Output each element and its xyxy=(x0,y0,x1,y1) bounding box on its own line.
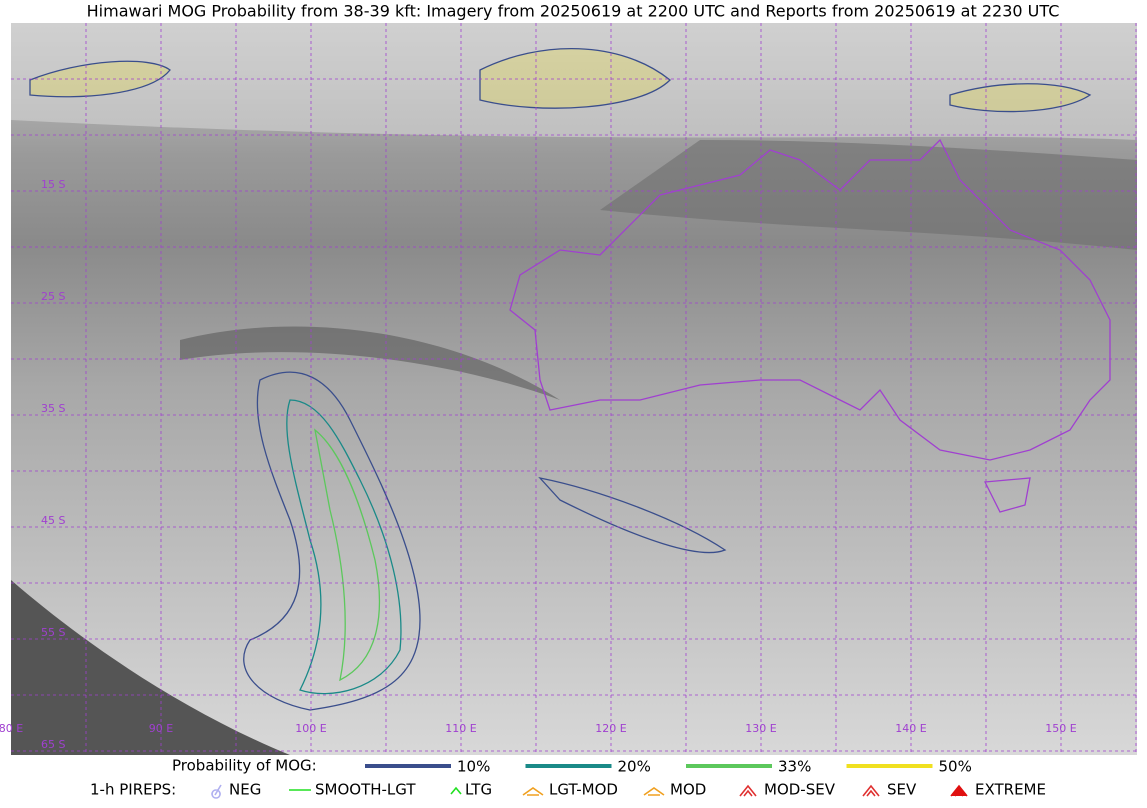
latitude-label: 15 S xyxy=(41,178,65,191)
longitude-label: 150 E xyxy=(1045,722,1076,735)
latitude-label: 65 S xyxy=(41,738,65,751)
title: Himawari MOG Probability from 38-39 kft:… xyxy=(87,2,1060,21)
legend-title: Probability of MOG: xyxy=(172,757,317,775)
tasmania-coast xyxy=(983,477,1031,513)
legend-label: SMOOTH-LGT xyxy=(315,781,416,799)
legend-label: 50% xyxy=(939,758,972,776)
longitude-label: 90 E xyxy=(149,722,173,735)
legend-label: LTG xyxy=(465,781,492,799)
graticule: 15 S 25 S 35 S 45 S 55 S 65 S 80 E 90 E 100 E 110… xyxy=(0,23,1137,755)
legend-icon xyxy=(522,787,544,796)
satellite-imagery xyxy=(11,23,1137,755)
longitude-label: 130 E xyxy=(745,722,776,735)
longitude-label: 80 E xyxy=(0,722,23,735)
longitude-label: 110 E xyxy=(445,722,476,735)
longitude-label: 100 E xyxy=(295,722,326,735)
latitude-label: 25 S xyxy=(41,290,65,303)
latitude-label: 35 S xyxy=(41,402,65,415)
contour-33 xyxy=(314,428,381,682)
legend-label: 33% xyxy=(778,758,811,776)
legend-label: MOD-SEV xyxy=(764,781,836,799)
legend-icon xyxy=(450,786,462,795)
legend-label: 10% xyxy=(457,758,490,776)
legend-icon xyxy=(643,787,665,796)
no-data xyxy=(11,580,290,755)
longitude-label: 120 E xyxy=(595,722,626,735)
legend-icon xyxy=(211,784,222,799)
contour-convection xyxy=(29,47,1092,113)
cloud-band xyxy=(11,23,1137,140)
latitude-label: 45 S xyxy=(41,514,65,527)
legend-label: NEG xyxy=(229,781,261,799)
legend-label: EXTREME xyxy=(975,781,1046,799)
dry-band xyxy=(180,326,560,400)
australia-coast xyxy=(509,138,1111,461)
legend-icon xyxy=(950,784,968,797)
longitude-label: 140 E xyxy=(895,722,926,735)
contour-20 xyxy=(286,399,402,695)
contour-10 xyxy=(243,371,421,711)
legend-label: MOD xyxy=(670,781,706,799)
legend-icon xyxy=(862,784,880,797)
map: 15 S 25 S 35 S 45 S 55 S 65 S 80 E 90 E 100 E 110… xyxy=(0,23,1137,755)
legend-label: LGT-MOD xyxy=(549,781,618,799)
latitude-label: 55 S xyxy=(41,626,65,639)
legend-title: 1-h PIREPS: xyxy=(90,781,176,799)
legend-icon xyxy=(739,784,757,797)
legend-label: SEV xyxy=(887,781,917,799)
legend: Probability of MOG: 1-h PIREPS: 10% 20% 33… xyxy=(90,757,1046,799)
legend-label: 20% xyxy=(618,758,651,776)
